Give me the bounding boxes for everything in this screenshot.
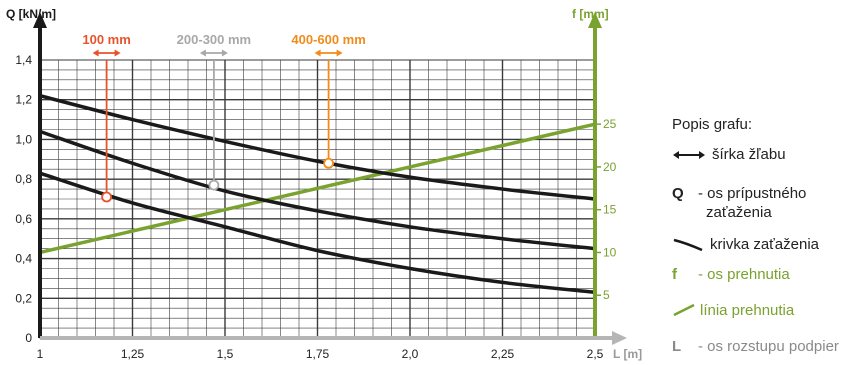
arrow-head-left-3 [314, 49, 321, 57]
right-tick-label: 25 [603, 117, 617, 131]
deflection-line-icon [673, 303, 695, 317]
arrow-head-right-1 [114, 49, 121, 57]
left-tick-label: 0,4 [15, 252, 32, 266]
legend-width-row: šírka žľabu [672, 146, 786, 163]
tick-labels-group: 1 1,25 1,5 1,75 2,0 2,25 2,500,20,40,60,81,01,… [15, 53, 616, 361]
grid [39, 59, 596, 339]
left-tick-label: 0,8 [15, 172, 32, 186]
x-tick-label: 2,25 [491, 347, 515, 361]
width-markers-group: 100 mm 200-300 mm 400-600 mm [82, 32, 366, 203]
x-tick-label: 1,5 [217, 347, 234, 361]
legend-curve-text: krivka zaťaženia [710, 236, 820, 253]
x-tick-label: 2,0 [402, 347, 419, 361]
width-marker-label-2: 200-300 mm [177, 32, 251, 47]
right-tick-label: 10 [603, 245, 617, 259]
width-marker-label-3: 400-600 mm [291, 32, 365, 47]
right-axis-arrow [588, 12, 602, 28]
width-marker-point-3 [323, 157, 335, 169]
right-axis-label: f [mm] [572, 7, 609, 21]
left-axis-label: Q [kN/m] [6, 7, 56, 21]
load-curve-2 [39, 129, 596, 251]
double-arrow-icon [673, 151, 705, 160]
legend-q-text-2: zaťaženia [706, 204, 772, 221]
arrow-head-left-2 [199, 49, 206, 57]
width-marker-label-1: 100 mm [82, 32, 130, 47]
right-tick-label: 15 [603, 203, 617, 217]
deflection-line [39, 122, 596, 255]
left-tick-label: 1,4 [15, 53, 32, 67]
curve-icon [673, 238, 703, 252]
arrow-head-right-3 [336, 49, 343, 57]
x-tick-label: 1,25 [121, 347, 145, 361]
legend-l-row: L - os rozstupu podpier [672, 338, 839, 355]
x-tick-label: 2,5 [587, 347, 604, 361]
load-curve-1 [39, 171, 596, 295]
left-tick-label: 0,6 [15, 212, 32, 226]
legend-curve-row: krivka zaťaženia [672, 236, 819, 253]
left-tick-label: 1,0 [15, 132, 32, 146]
arrow-head-right-2 [221, 49, 228, 57]
right-tick-label: 5 [603, 288, 610, 302]
legend-width-text: šírka žľabu [712, 146, 786, 163]
legend-l-text: - os rozstupu podpier [698, 338, 839, 355]
load-curve-3 [39, 94, 596, 201]
x-axis-label: L [m] [613, 347, 642, 361]
x-tick-label: 1,75 [306, 347, 330, 361]
legend-line-text: línia prehnutia [700, 302, 795, 319]
legend-l-key: L [672, 338, 682, 355]
axes-group [33, 12, 627, 345]
deflection-line-group [39, 122, 596, 255]
legend-q-row: Q - os prípustného [672, 185, 806, 202]
right-tick-label: 20 [603, 160, 617, 174]
legend-line-row: línia prehnutia [672, 302, 794, 319]
left-axis-arrow [33, 12, 47, 28]
left-tick-label: 1,2 [15, 93, 32, 107]
load-curves-group [39, 94, 596, 295]
legend-q-key: Q [672, 185, 684, 202]
legend-f-text: - os prehnutia [698, 266, 790, 283]
legend-f-key: f [672, 266, 677, 283]
left-tick-label: 0 [25, 331, 32, 345]
bottom-axis-arrow [612, 331, 627, 345]
legend-title: Popis grafu: [672, 116, 753, 133]
left-tick-label: 0,2 [15, 291, 32, 305]
x-tick-label: 1 [37, 347, 44, 361]
width-marker-point-2 [208, 179, 220, 191]
arrow-head-left-1 [92, 49, 99, 57]
width-marker-point-1 [101, 191, 112, 203]
legend-q-text-1: - os prípustného [698, 185, 807, 202]
legend-f-row: f - os prehnutia [672, 266, 790, 283]
